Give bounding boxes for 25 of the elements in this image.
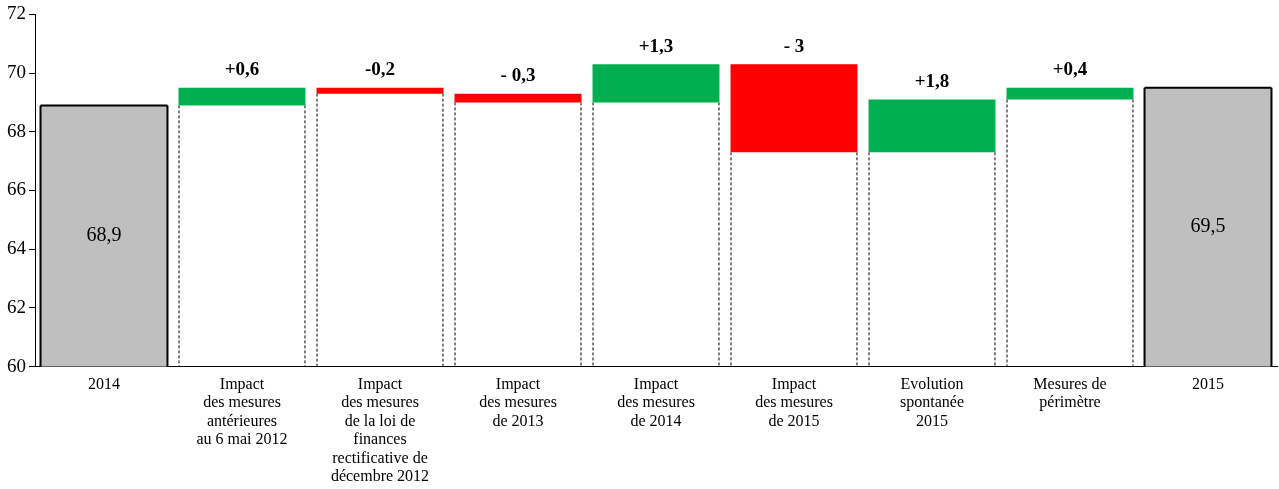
data-label: 69,5 [1190,214,1226,237]
y-tick-label: 64 [7,237,27,259]
data-label: +0,4 [1052,58,1088,80]
y-tick-label: 70 [7,61,26,83]
x-tick-label: Impact des mesures de 2013 [479,375,557,429]
x-tick-label: 2014 [88,375,120,392]
y-tick-label: 72 [7,2,26,24]
x-tick-label: 2015 [1192,375,1224,392]
data-label: -0,2 [364,58,396,80]
data-label: +0,6 [224,58,260,80]
x-tick-label: Impact des mesures antérieures au 6 mai 2012 [196,375,288,448]
y-tick-label: 62 [7,295,26,317]
x-tick-label: Impact des mesures de la loi de finances rectificative de décembre 2012 [330,375,430,484]
y-tick-label: 66 [7,178,26,200]
data-label: - 0,3 [500,64,536,86]
x-tick-label: Mesures de périmètre [1033,375,1107,412]
x-tick-label: Impact des mesures de 2015 [755,375,833,429]
data-label: +1,3 [638,34,674,56]
data-label: - 3 [783,34,805,56]
x-tick-label: Evolution spontanée 2015 [900,375,964,429]
y-tick-label: 68 [7,119,26,141]
data-label: +1,8 [914,69,950,91]
data-label: 68,9 [86,223,122,246]
y-tick-label: 60 [7,354,26,376]
x-tick-label: Impact des mesures de 2014 [617,375,695,429]
